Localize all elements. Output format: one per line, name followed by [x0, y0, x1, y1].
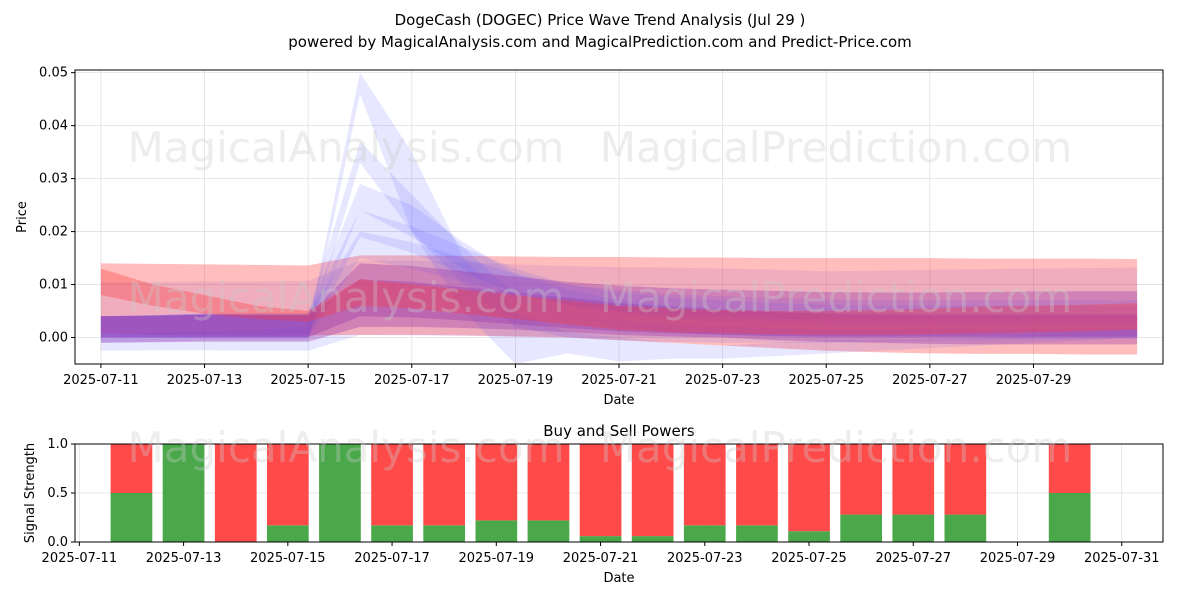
sell-bar — [736, 444, 778, 526]
price-y-label: Price — [15, 201, 30, 233]
buy-bar — [788, 531, 830, 542]
price-wave-bands — [100, 72, 1138, 364]
signal-x-tick-label: 2025-07-29 — [980, 551, 1056, 566]
price-y-tick-label: 0.03 — [39, 172, 68, 187]
signal-y-tick-label: 0.0 — [47, 535, 68, 550]
signal-x-tick-label: 2025-07-17 — [354, 551, 430, 566]
signal-x-tick-label: 2025-07-11 — [42, 551, 118, 566]
sell-bar — [788, 444, 830, 532]
price-wave-band-7 — [100, 263, 1138, 345]
buy-bar — [319, 444, 361, 542]
sell-bar — [110, 444, 153, 493]
signal-x-tick-label: 2025-07-25 — [771, 551, 847, 566]
watermark-analysis: MagicalAnalysis.com — [128, 123, 565, 172]
price-wave-band-9 — [100, 268, 1138, 335]
buy-bar — [944, 514, 987, 542]
price-x-tick-label: 2025-07-25 — [788, 373, 864, 388]
price-grid — [75, 70, 1163, 364]
buy-bar — [892, 514, 935, 542]
watermark-analysis-2: MagicalAnalysis.com — [128, 273, 565, 322]
price-x-tick-label: 2025-07-13 — [167, 373, 243, 388]
price-x-tick-label: 2025-07-17 — [374, 373, 450, 388]
signal-y-tick-label: 1.0 — [47, 437, 68, 452]
signal-y-label: Signal Strength — [23, 443, 38, 543]
sell-bar — [423, 444, 465, 526]
price-wave-band-5 — [100, 210, 1138, 338]
price-x-tick-label: 2025-07-21 — [581, 373, 657, 388]
sell-bar — [579, 444, 622, 537]
signal-x-tick-label: 2025-07-19 — [459, 551, 535, 566]
chart-title: DogeCash (DOGEC) Price Wave Trend Analys… — [395, 11, 806, 29]
buy-bar — [475, 520, 518, 542]
price-wave-band-8 — [100, 279, 1138, 338]
signal-panel: Buy and Sell Powers 2025-07-11 2025-07-13… — [23, 422, 1164, 586]
signal-x-tick-label: 2025-07-21 — [563, 551, 639, 566]
buy-bar — [110, 493, 153, 542]
price-wave-band-0 — [100, 260, 1138, 351]
buy-bar — [840, 514, 882, 542]
price-x-tick-label: 2025-07-15 — [270, 373, 346, 388]
sell-bar — [267, 444, 309, 526]
watermark-prediction-3: MagicalPrediction.com — [600, 423, 1073, 472]
price-y-ticks: 0.00 0.01 0.02 0.03 0.04 0.05 — [39, 66, 75, 346]
sell-bar — [475, 444, 518, 521]
buy-bar — [527, 520, 570, 542]
signal-bars — [110, 444, 1091, 542]
buy-bar — [371, 525, 413, 542]
buy-bar — [736, 525, 778, 542]
buy-bar — [423, 525, 465, 542]
sell-bar — [892, 444, 935, 515]
signal-x-tick-label: 2025-07-13 — [146, 551, 222, 566]
price-x-label: Date — [603, 393, 634, 408]
signal-x-label: Date — [603, 571, 634, 586]
sell-bar — [631, 444, 674, 537]
buy-bar — [267, 525, 309, 542]
watermark-layer: MagicalAnalysis.com MagicalPrediction.co… — [128, 123, 1073, 472]
price-x-tick-label: 2025-07-23 — [685, 373, 761, 388]
signal-x-tick-label: 2025-07-15 — [250, 551, 326, 566]
price-wave-band-2 — [100, 72, 1138, 364]
buy-bar — [579, 536, 622, 542]
price-wave-band-1 — [100, 255, 1138, 355]
buy-bar — [631, 536, 674, 542]
price-wave-band-4 — [100, 183, 1138, 338]
buy-bar — [1048, 493, 1091, 542]
signal-y-ticks: 0.0 0.5 1.0 — [47, 437, 75, 550]
sell-bar — [683, 444, 726, 526]
price-panel: 2025-07-11 2025-07-13 2025-07-15 2025-07-17… — [15, 66, 1164, 408]
price-y-tick-label: 0.00 — [39, 331, 68, 346]
watermark-prediction-2: MagicalPrediction.com — [600, 273, 1073, 322]
signal-x-tick-label: 2025-07-23 — [667, 551, 743, 566]
signal-x-tick-label: 2025-07-31 — [1084, 551, 1160, 566]
buy-bar — [683, 525, 726, 542]
price-y-tick-label: 0.02 — [39, 225, 68, 240]
watermark-prediction: MagicalPrediction.com — [600, 123, 1073, 172]
sell-bar — [527, 444, 570, 521]
watermark-analysis-3: MagicalAnalysis.com — [128, 423, 565, 472]
sell-bar — [1048, 444, 1091, 493]
price-y-tick-label: 0.01 — [39, 278, 68, 293]
price-x-tick-label: 2025-07-27 — [892, 373, 968, 388]
price-x-tick-label: 2025-07-11 — [63, 373, 139, 388]
buy-bar — [162, 444, 205, 542]
price-x-tick-label: 2025-07-19 — [478, 373, 554, 388]
chart-subtitle: powered by MagicalAnalysis.com and Magic… — [288, 33, 912, 51]
sell-bar — [214, 444, 257, 542]
sell-bar — [840, 444, 882, 515]
price-x-tick-label: 2025-07-29 — [996, 373, 1072, 388]
price-y-tick-label: 0.05 — [39, 66, 68, 81]
signal-y-tick-label: 0.5 — [47, 486, 68, 501]
price-x-ticks: 2025-07-11 2025-07-13 2025-07-15 2025-07-17… — [63, 364, 1071, 388]
sell-bar — [944, 444, 987, 515]
signal-x-tick-label: 2025-07-27 — [875, 551, 951, 566]
signal-title: Buy and Sell Powers — [543, 422, 695, 440]
price-y-tick-label: 0.04 — [39, 119, 68, 134]
price-wave-band-6 — [100, 231, 1138, 338]
sell-bar — [371, 444, 413, 526]
price-wave-band-3 — [100, 141, 1138, 343]
signal-x-ticks: 2025-07-11 2025-07-13 2025-07-15 2025-07-17… — [42, 542, 1160, 566]
